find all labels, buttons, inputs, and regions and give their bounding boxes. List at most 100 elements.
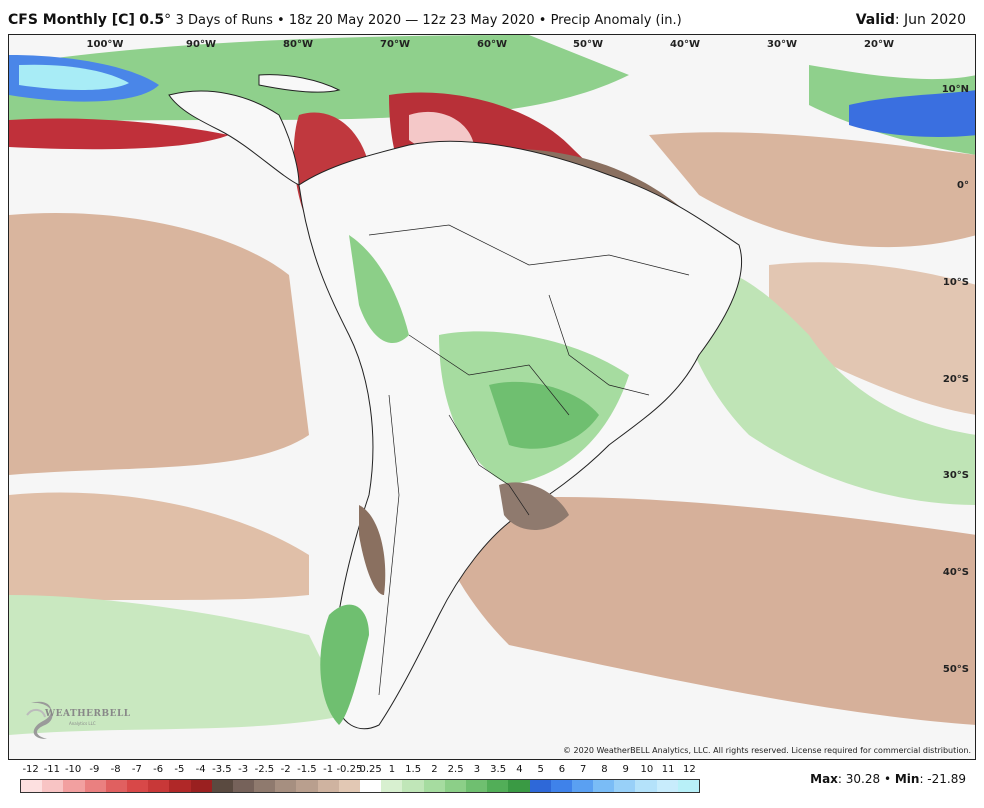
legend-tick-label: 6 [558,764,566,775]
lon-label-30w: 30°W [767,39,797,50]
legend-swatch [232,780,255,792]
legend-swatch [550,780,572,792]
max-value: : 30.28 [837,772,881,786]
logo-subtitle: Analytics LLC [69,721,96,726]
legend-swatch [571,780,594,792]
chile-deficit [359,505,386,595]
legend-tick-label: 1 [388,764,396,775]
legend-swatch [614,780,636,792]
legend-tick-label: 0.25 [359,764,382,775]
legend-tick-label: -2 [280,764,291,775]
legend-swatch [317,780,339,792]
legend-tick-label: 8 [601,764,608,775]
legend-tick-label: -8 [110,764,121,775]
model-name: CFS Monthly [C] [8,12,135,28]
map-canvas [9,35,975,759]
atlantic-itcz-heavy-rain [849,90,975,137]
min-label: Min [894,772,920,786]
lat-label-20s: 20°S [942,374,969,385]
equatorial-atlantic-dry [649,132,975,248]
color-legend: -12 -11 -10 -9 -8 -7 -6 -5 -4 -3.5 -3 -2.5 -2 -1.5 -1-… [20,764,704,804]
chile-argentina-border [378,394,400,696]
legend-tick-label: -5 [174,764,185,775]
legend-tick-label: 2.5 [447,764,464,775]
lat-label-10n: 10°N [941,84,969,95]
model-resolution: 0.5 [139,12,165,28]
legend-tick-label: -1 [323,764,334,775]
legend-tick-label: 11 [661,764,675,775]
logo-swirl-icon [26,701,53,739]
lat-label-0: 0° [957,180,969,191]
legend-tick-label: 12 [683,764,696,775]
max-label: Max [810,772,838,786]
lon-label-100w: 100°W [86,39,124,50]
lon-label-80w: 80°W [283,39,313,50]
legend-tick-label: 5 [537,764,544,775]
valid-label: Valid [855,12,895,28]
legend-tick-label: 4 [516,764,523,775]
legend-tick-label: 3 [473,764,481,775]
legend-swatch [381,780,403,792]
legend-tick-label: -6 [153,764,164,775]
legend-tick-label: -7 [131,764,142,775]
south-pacific-dry-band [9,492,309,605]
legend-labels: -12 -11 -10 -9 -8 -7 -6 -5 -4 -3.5 -3 -2.5 -2 -1.5 -1-… [20,764,704,778]
legend-tick-label: -0.25 [336,764,363,775]
legend-tick-label: 7 [579,764,587,775]
legend-tick-label: -12 [22,764,39,775]
legend-swatch [593,780,615,792]
legend-swatch [508,780,530,792]
pacific-dry-zone [9,213,309,475]
south-atlantic-dry-zone [429,496,975,725]
legend-swatch [423,780,445,792]
map-header: CFS Monthly [C] 0.5° 3 Days of Runs • 18… [0,0,984,34]
run-description: 3 Days of Runs • 18z 20 May 2020 — 12z 2… [175,13,682,28]
valid-date: Valid: Jun 2020 [856,12,966,28]
legend-swatch [635,780,657,792]
lat-label-50s: 50°S [942,664,969,675]
south-atlantic-wet-band [669,263,975,505]
legend-tick-label: 9 [622,764,629,775]
lon-label-40w: 40°W [670,39,700,50]
legend-swatch [42,780,64,792]
legend-tick-label: 1.5 [405,764,422,775]
central-border-lines [408,334,570,416]
legend-tick-label: -1.5 [297,764,317,775]
legend-tick-label: -2.5 [254,764,275,775]
logo-wordmark: WEATHERBELL [45,709,131,719]
legend-tick-label: -11 [43,764,61,775]
legend-tick-label: -3.5 [212,764,232,775]
lat-label-40s: 40°S [942,567,969,578]
legend-swatch [126,780,149,792]
valid-value: : Jun 2020 [894,12,966,28]
legend-swatch [148,780,170,792]
lon-label-50w: 50°W [573,39,603,50]
legend-tick-label: -4 [195,764,206,775]
legend-swatch [275,780,297,792]
legend-swatch [63,780,85,792]
legend-swatch [169,780,191,792]
copyright-notice: © 2020 WeatherBELL Analytics, LLC. All r… [563,746,971,755]
lat-label-30s: 30°S [942,470,969,481]
legend-tick-label: -9 [89,764,100,775]
legend-swatch [211,780,233,792]
legend-swatch [529,780,551,792]
patagonia-wet [320,604,369,725]
legend-tick-label: 2 [431,764,438,775]
lon-label-90w: 90°W [186,39,216,50]
degree-symbol: ° [164,12,172,28]
weatherbell-logo: WEATHERBELL Analytics LLC [23,695,130,743]
legend-swatch [84,780,106,792]
legend-swatch [21,780,43,792]
legend-tick-label: 10 [640,764,654,775]
legend-swatch [296,780,318,792]
lat-label-10s: 10°S [942,277,969,288]
east-pacific-deficit-band [9,118,229,150]
lon-label-60w: 60°W [477,39,507,50]
central-atlantic-dry [769,262,975,415]
legend-swatch [656,780,678,792]
legend-tick-label: 3.5 [490,764,507,775]
legend-swatch [105,780,127,792]
map-title: CFS Monthly [C] 0.5° 3 Days of Runs • 18… [8,12,682,28]
brazil-core-wet [489,381,599,449]
